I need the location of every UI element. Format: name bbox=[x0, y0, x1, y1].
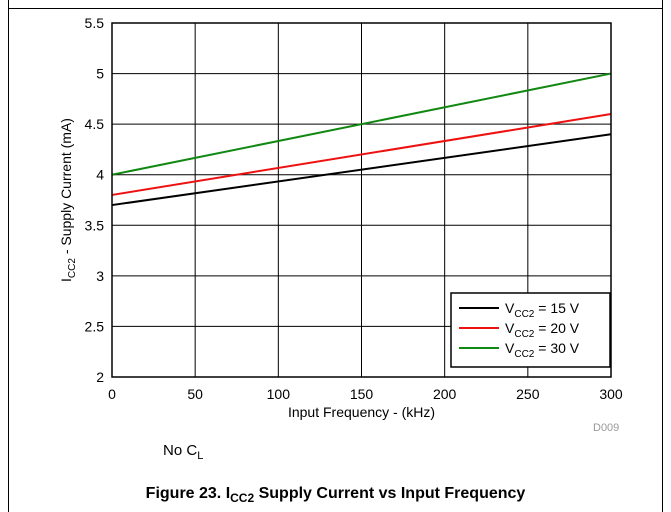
legend-box bbox=[450, 292, 611, 368]
legend-label-2: VCC2 = 30 V bbox=[505, 340, 580, 360]
y-tick-label: 3 bbox=[96, 268, 104, 284]
figure-top-rule bbox=[8, 8, 663, 9]
x-axis-label: Input Frequency - (kHz) bbox=[288, 404, 435, 420]
y-tick-label: 5 bbox=[96, 66, 104, 82]
caption-prefix: Figure 23. I bbox=[145, 485, 231, 502]
y-tick-label: 2 bbox=[96, 369, 104, 385]
x-tick-label: 0 bbox=[108, 386, 116, 402]
y-axis-ticks: 2 2.5 3 3.5 4 4.5 5 5.5 bbox=[85, 15, 105, 385]
series-line-1 bbox=[111, 113, 612, 196]
legend-label-0: VCC2 = 15 V bbox=[505, 300, 580, 320]
x-tick-label: 300 bbox=[599, 386, 623, 402]
line-chart: 0 50 100 150 200 250 300 2 2.5 3 3.5 4 4.5 5 5.5 Inpu… bbox=[58, 15, 623, 462]
x-tick-label: 250 bbox=[516, 386, 540, 402]
x-tick-label: 200 bbox=[433, 386, 457, 402]
y-tick-label: 3.5 bbox=[85, 217, 105, 233]
y-axis-label-main: I bbox=[58, 278, 74, 282]
y-tick-label: 5.5 bbox=[85, 15, 105, 31]
series-line-2 bbox=[111, 72, 612, 176]
caption-sub: CC2 bbox=[230, 491, 255, 506]
x-tick-label: 50 bbox=[187, 386, 203, 402]
x-tick-label: 100 bbox=[267, 386, 291, 402]
plot-area-border bbox=[111, 22, 612, 378]
figure-frame bbox=[8, 0, 663, 512]
figure-id-label: D009 bbox=[593, 422, 619, 434]
series-line-0 bbox=[111, 133, 612, 207]
y-tick-label: 2.5 bbox=[85, 318, 105, 334]
caption-suffix: Supply Current vs Input Frequency bbox=[254, 485, 526, 502]
legend-label-1: VCC2 = 20 V bbox=[505, 320, 580, 340]
x-axis-ticks: 0 50 100 150 200 250 300 bbox=[108, 386, 623, 402]
y-axis-label-rest: - Supply Current (mA) bbox=[58, 118, 74, 258]
series-lines bbox=[111, 72, 612, 207]
figure-caption: Figure 23. ICC2 Supply Current vs Input … bbox=[0, 485, 671, 505]
condition-note-main: No C bbox=[163, 442, 197, 459]
y-axis-label-sub: CC2 bbox=[67, 258, 78, 278]
condition-note-sub: L bbox=[197, 450, 203, 462]
condition-note: No CL bbox=[163, 442, 203, 462]
y-tick-label: 4.5 bbox=[85, 116, 105, 132]
y-tick-label: 4 bbox=[96, 167, 104, 183]
y-axis-label: ICC2 - Supply Current (mA) bbox=[58, 118, 78, 282]
x-tick-label: 150 bbox=[350, 386, 374, 402]
